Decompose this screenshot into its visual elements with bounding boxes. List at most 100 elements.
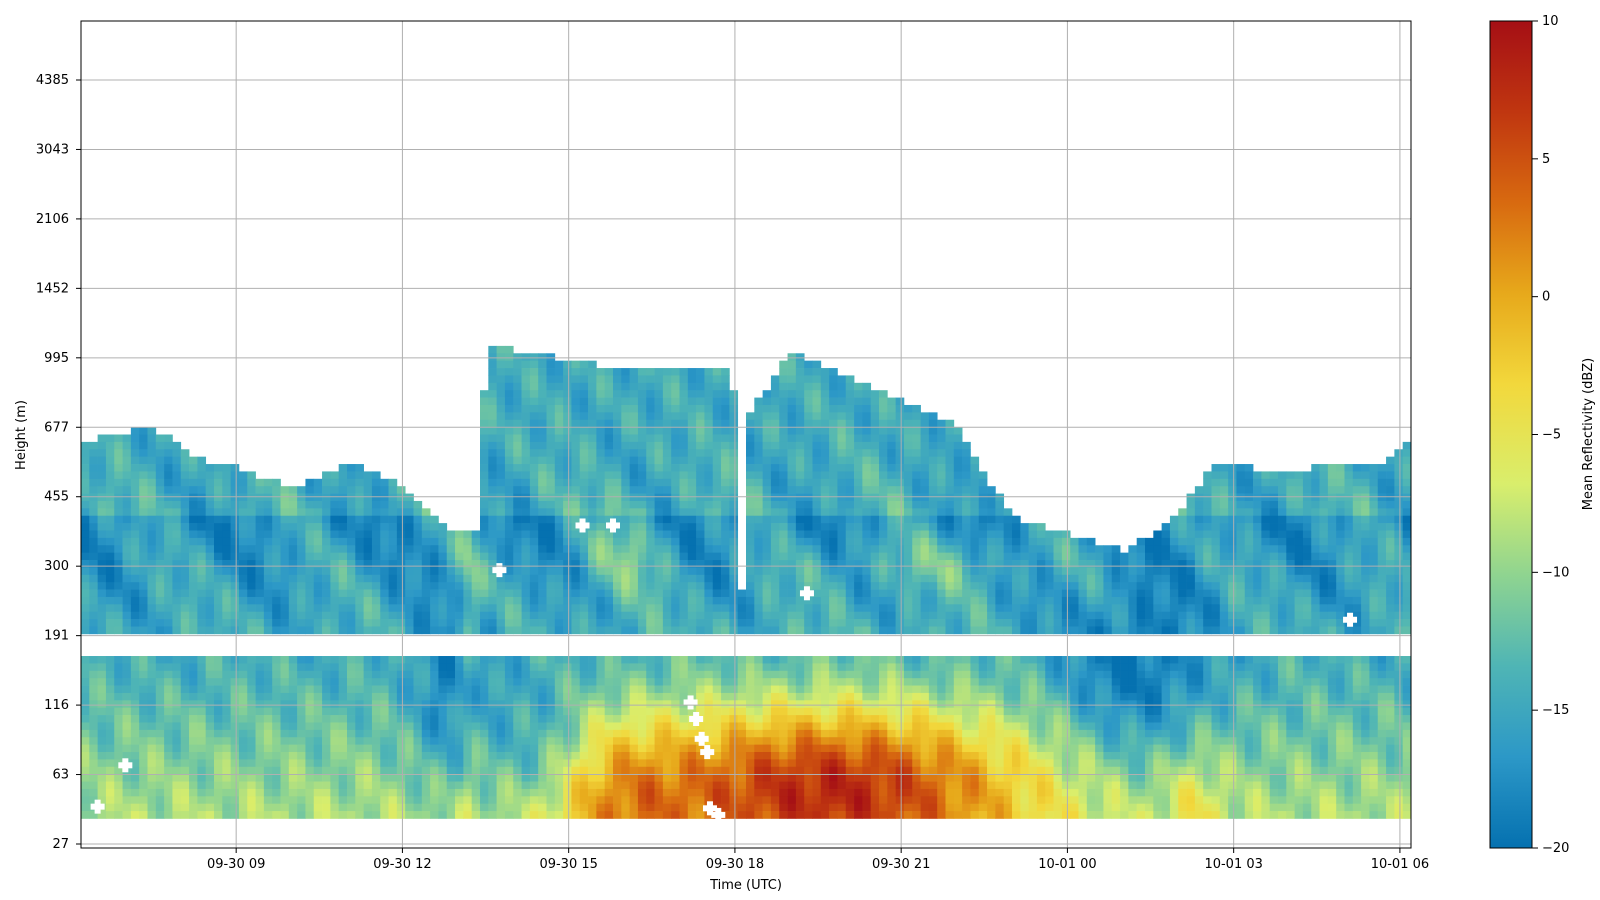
heatmap-cell <box>862 449 872 458</box>
heatmap-cell <box>804 449 813 458</box>
heatmap-cell <box>787 353 797 362</box>
heatmap-cell <box>729 811 739 819</box>
heatmap-cell <box>114 574 123 583</box>
heatmap-cell <box>305 500 315 509</box>
heatmap-cell <box>746 759 755 768</box>
heatmap-cell <box>529 737 539 745</box>
heatmap-cell <box>247 500 256 509</box>
heatmap-cell <box>887 419 896 428</box>
heatmap-cell <box>130 796 140 805</box>
heatmap-cell <box>471 759 481 768</box>
heatmap-cell <box>114 441 123 450</box>
heatmap-cell <box>571 619 581 627</box>
heatmap-cell <box>704 486 714 494</box>
heatmap-cell <box>396 737 406 745</box>
heatmap-cell <box>588 560 597 568</box>
heatmap-cell <box>579 419 589 428</box>
heatmap-cell <box>837 419 847 428</box>
heatmap-cell <box>355 611 364 620</box>
heatmap-cell <box>347 464 356 472</box>
heatmap-cell <box>712 390 722 398</box>
heatmap-cell <box>371 722 381 731</box>
heatmap-cell <box>222 478 231 487</box>
heatmap-cell <box>363 796 373 805</box>
heatmap-cell <box>812 427 822 435</box>
heatmap-cell <box>214 774 223 782</box>
heatmap-cell <box>870 500 880 509</box>
heatmap-cell <box>546 515 556 524</box>
heatmap-cell <box>155 611 165 620</box>
heatmap-cell <box>305 766 315 775</box>
heatmap-cell <box>180 796 190 805</box>
heatmap-cell <box>604 604 614 613</box>
heatmap-cell <box>795 390 805 398</box>
heatmap-cell <box>197 729 207 738</box>
heatmap-cell <box>812 722 822 731</box>
heatmap-cell <box>563 412 572 421</box>
heatmap-cell <box>205 619 215 627</box>
heatmap-cell <box>712 656 722 664</box>
heatmap-cell <box>288 596 298 605</box>
heatmap-cell <box>770 530 780 539</box>
heatmap-cell <box>180 604 190 613</box>
heatmap-cell <box>870 552 880 561</box>
heatmap-cell <box>529 715 539 723</box>
heatmap-cell <box>255 766 265 775</box>
heatmap-cell <box>189 656 198 664</box>
heatmap-cell <box>355 626 364 635</box>
heatmap-cell <box>130 759 140 768</box>
heatmap-cell <box>122 803 132 812</box>
heatmap-cell <box>679 685 689 694</box>
heatmap-cell <box>496 404 506 413</box>
heatmap-cell <box>330 611 340 620</box>
heatmap-cell <box>504 811 514 819</box>
heatmap-cell <box>180 729 190 738</box>
heatmap-cell <box>496 515 506 524</box>
heatmap-cell <box>272 796 281 805</box>
heatmap-cell <box>230 464 240 472</box>
heatmap-cell <box>862 515 872 524</box>
heatmap-cell <box>721 663 730 672</box>
heatmap-cell <box>837 456 847 465</box>
heatmap-cell <box>155 715 165 723</box>
heatmap-cell <box>205 545 215 553</box>
heatmap-cell <box>887 678 896 686</box>
heatmap-cell <box>164 722 173 731</box>
heatmap-cell <box>371 523 381 531</box>
heatmap-cell <box>613 545 622 553</box>
heatmap-cell <box>263 766 273 775</box>
heatmap-cell <box>795 729 805 738</box>
heatmap-cell <box>546 530 556 539</box>
heatmap-cell <box>305 678 315 686</box>
heatmap-cell <box>579 619 589 627</box>
heatmap-cell <box>81 670 90 679</box>
heatmap-cell <box>646 375 655 384</box>
heatmap-cell <box>887 427 896 435</box>
heatmap-cell <box>405 678 414 686</box>
heatmap-cell <box>347 670 356 679</box>
heatmap-cell <box>504 774 514 782</box>
heatmap-cell <box>496 375 506 384</box>
heatmap-cell <box>621 803 630 812</box>
heatmap-cell <box>862 441 872 450</box>
heatmap-cell <box>613 500 622 509</box>
heatmap-cell <box>529 412 539 421</box>
heatmap-cell <box>837 567 847 576</box>
heatmap-cell <box>130 500 140 509</box>
heatmap-cell <box>538 449 547 458</box>
heatmap-cell <box>155 493 165 502</box>
heatmap-cell <box>879 737 888 745</box>
heatmap-cell <box>280 811 290 819</box>
heatmap-cell <box>721 582 730 590</box>
heatmap-cell <box>662 390 672 398</box>
heatmap-cell <box>621 788 630 797</box>
heatmap-cell <box>762 530 772 539</box>
heatmap-cell <box>438 788 448 797</box>
heatmap-cell <box>330 729 340 738</box>
heatmap-cell <box>355 589 364 598</box>
heatmap-cell <box>613 670 622 679</box>
heatmap-cell <box>563 670 572 679</box>
heatmap-cell <box>330 737 340 745</box>
heatmap-cell <box>189 493 198 502</box>
heatmap-cell <box>554 404 564 413</box>
